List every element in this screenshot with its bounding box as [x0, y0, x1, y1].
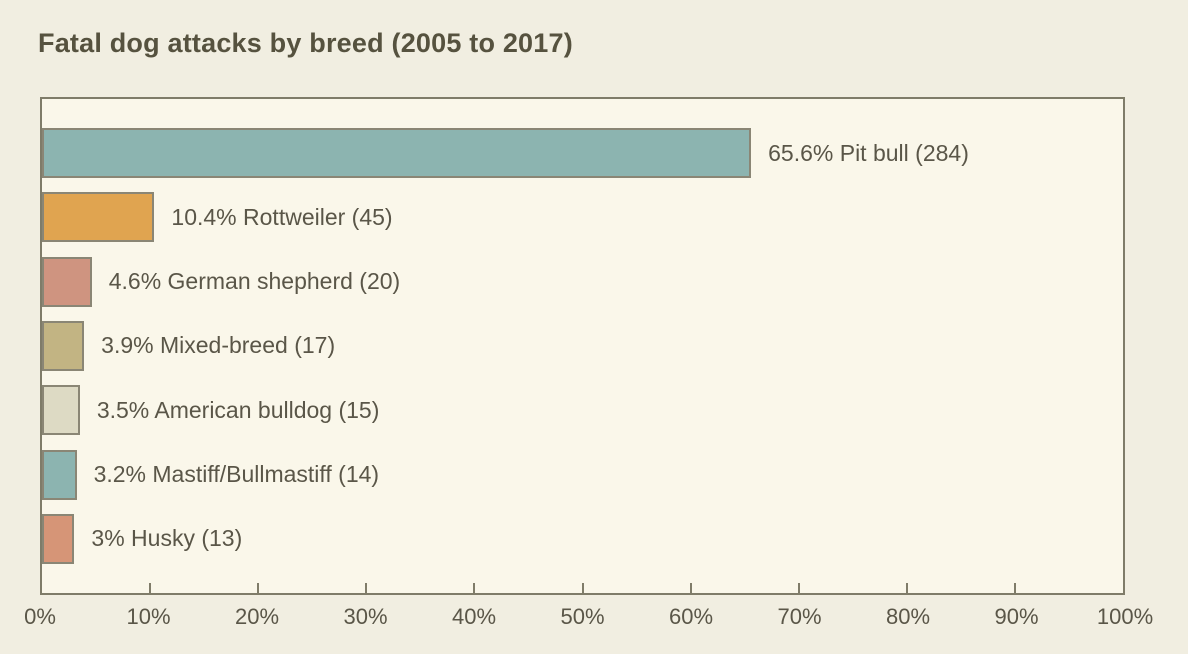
- plot-area: 65.6% Pit bull (284) 10.4% Rottweiler (45…: [40, 97, 1125, 595]
- chart-title: Fatal dog attacks by breed (2005 to 2017…: [38, 28, 573, 58]
- bar-label-pit-bull: 65.6% Pit bull (284): [768, 139, 969, 166]
- bar-german-shepherd: [42, 256, 92, 307]
- bar-row-american-bulldog: 3.5% American bulldog (15): [42, 378, 1123, 442]
- x-tick-label-80: 80%: [885, 604, 931, 629]
- x-tick-90: [1013, 583, 1016, 593]
- x-tick-label-10: 10%: [126, 604, 171, 629]
- x-tick-label-30: 30%: [343, 604, 388, 629]
- x-tick-label-50: 50%: [560, 604, 605, 629]
- x-axis-labels: 0% 10% 20% 30% 40% 50% 60% 70% 80% 90% 100%: [24, 604, 1153, 634]
- bar-pit-bull: [42, 128, 752, 179]
- x-tick-label-70: 70%: [777, 604, 822, 629]
- x-tick-label-0: 0%: [24, 604, 56, 629]
- x-tick-50: [581, 583, 584, 593]
- bar-row-husky: 3% Husky (13): [42, 507, 1123, 571]
- bar-mastiff-bullmastiff: [42, 449, 77, 500]
- x-tick-60: [689, 583, 692, 593]
- bar-american-bulldog: [42, 385, 80, 436]
- x-tick-label-90: 90%: [994, 604, 1039, 629]
- x-tick-label-60: 60%: [668, 604, 714, 629]
- bar-label-german-shepherd: 4.6% German shepherd (20): [108, 268, 401, 295]
- x-tick-label-20: 20%: [234, 604, 280, 629]
- bar-husky: [42, 513, 75, 564]
- bar-label-husky: 3% Husky (13): [91, 525, 243, 552]
- bar-row-pit-bull: 65.6% Pit bull (284): [42, 121, 1123, 185]
- x-tick-30: [365, 583, 368, 593]
- bar-rows: 65.6% Pit bull (284) 10.4% Rottweiler (45…: [42, 99, 1123, 593]
- bar-row-mastiff-bullmastiff: 3.2% Mastiff/Bullmastiff (14): [42, 442, 1123, 506]
- bar-mixed-breed: [42, 320, 85, 371]
- bar-label-mastiff-bullmastiff: 3.2% Mastiff/Bullmastiff (14): [93, 461, 380, 488]
- x-tick-20: [257, 583, 260, 593]
- bar-label-rottweiler: 10.4% Rottweiler (45): [171, 203, 393, 230]
- x-tick-70: [797, 583, 800, 593]
- bar-label-mixed-breed: 3.9% Mixed-breed (17): [101, 332, 336, 359]
- x-tick-80: [905, 583, 908, 593]
- x-tick-label-40: 40%: [451, 604, 497, 629]
- bar-row-german-shepherd: 4.6% German shepherd (20): [42, 250, 1123, 314]
- x-tick-label-100: 100%: [1096, 604, 1154, 629]
- bar-row-mixed-breed: 3.9% Mixed-breed (17): [42, 314, 1123, 378]
- bar-row-rottweiler: 10.4% Rottweiler (45): [42, 185, 1123, 249]
- bar-label-american-bulldog: 3.5% American bulldog (15): [96, 396, 380, 423]
- bar-rottweiler: [42, 192, 155, 243]
- x-tick-10: [149, 583, 152, 593]
- x-tick-40: [473, 583, 476, 593]
